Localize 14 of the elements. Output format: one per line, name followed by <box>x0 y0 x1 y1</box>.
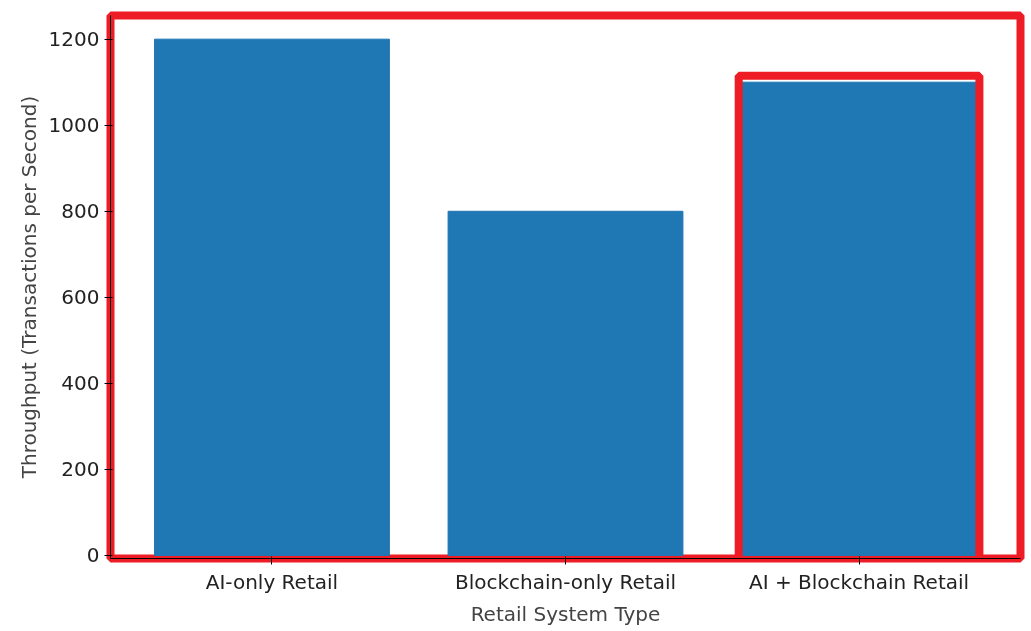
y-tick-label: 400 <box>61 371 100 396</box>
y-tick-label: 600 <box>61 285 100 310</box>
x-axis-title: Retail System Type <box>470 601 661 626</box>
x-tick-label: AI-only Retail <box>205 569 339 594</box>
y-tick-label: 0 <box>86 543 100 568</box>
y-tick-label: 1000 <box>48 113 100 138</box>
y-tick-label: 1200 <box>48 27 100 52</box>
x-tick-label: AI + Blockchain Retail <box>748 569 970 594</box>
bar <box>447 210 684 556</box>
bar <box>154 38 390 556</box>
x-tick-label: Blockchain-only Retail <box>454 569 677 594</box>
y-axis-title: Throughput (Transactions per Second) <box>16 95 41 480</box>
y-tick-label: 200 <box>61 457 100 482</box>
y-tick-label: 800 <box>61 199 100 224</box>
